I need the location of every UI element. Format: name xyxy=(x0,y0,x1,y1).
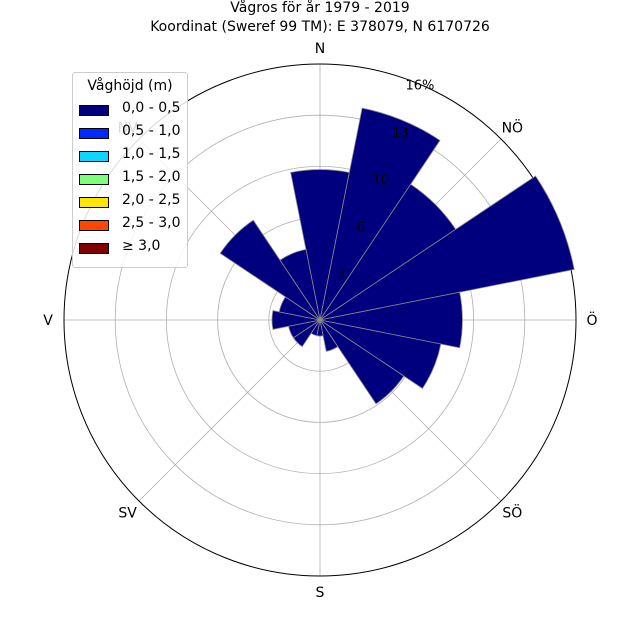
wave-bar xyxy=(319,291,463,349)
grid-spoke xyxy=(138,319,321,502)
legend-item: 1,0 - 1,5 xyxy=(79,146,183,166)
radial-tick-label: 16% xyxy=(406,78,435,93)
chart-title: Vågros för år 1979 - 2019 xyxy=(230,0,410,16)
wave-bar xyxy=(319,175,575,321)
direction-label: N xyxy=(315,41,325,57)
legend-swatch xyxy=(79,174,109,185)
chart-subtitle: Koordinat (Sweref 99 TM): E 378079, N 61… xyxy=(150,19,490,35)
wave-bar xyxy=(319,107,441,321)
legend-item: 2,5 - 3,0 xyxy=(79,215,183,235)
radial-tick-label: 10 xyxy=(373,173,390,188)
wave-bar xyxy=(319,319,405,405)
wave-bar xyxy=(279,248,321,321)
direction-label: S xyxy=(316,585,325,601)
legend-label: 1,0 - 1,5 xyxy=(122,146,181,162)
legend-swatch xyxy=(79,197,109,208)
legend-title: Våghöjd (m) xyxy=(87,78,173,94)
legend-swatch xyxy=(79,151,109,162)
legend-label: 2,0 - 2,5 xyxy=(122,192,181,208)
direction-label: NÖ xyxy=(502,119,524,137)
legend-item: 0,0 - 0,5 xyxy=(79,100,183,120)
wave-bar xyxy=(271,310,321,330)
wave-bar xyxy=(219,219,321,321)
radial-tick-label: 6 xyxy=(357,220,365,235)
legend-swatch xyxy=(79,128,109,139)
legend-item: ≥ 3,0 xyxy=(79,238,183,258)
direction-label: SV xyxy=(118,505,137,521)
legend-label: 0,5 - 1,0 xyxy=(122,123,181,139)
wave-bars xyxy=(219,107,575,405)
legend-item: 2,0 - 2,5 xyxy=(79,192,183,212)
direction-label: Ö xyxy=(586,311,597,329)
legend-label: 2,5 - 3,0 xyxy=(122,215,181,231)
legend-swatch xyxy=(79,220,109,231)
direction-label: SÖ xyxy=(502,503,522,521)
wave-bar xyxy=(319,319,442,390)
legend-label: 0,0 - 0,5 xyxy=(122,100,181,116)
legend-swatch xyxy=(79,105,109,116)
radial-tick-label: 3 xyxy=(337,268,345,283)
legend-item: 1,5 - 2,0 xyxy=(79,169,183,189)
radial-tick-label: 13 xyxy=(392,126,409,141)
legend-label: 1,5 - 2,0 xyxy=(122,169,181,185)
legend: Våghöjd (m) 0,0 - 0,5 0,5 - 1,0 1,0 - 1,… xyxy=(72,72,188,268)
legend-label: ≥ 3,0 xyxy=(122,238,161,254)
legend-item: 0,5 - 1,0 xyxy=(79,123,183,143)
polar-frame xyxy=(63,63,577,577)
direction-label: V xyxy=(43,313,53,329)
wave-bar xyxy=(319,319,339,352)
legend-swatch xyxy=(79,243,109,254)
